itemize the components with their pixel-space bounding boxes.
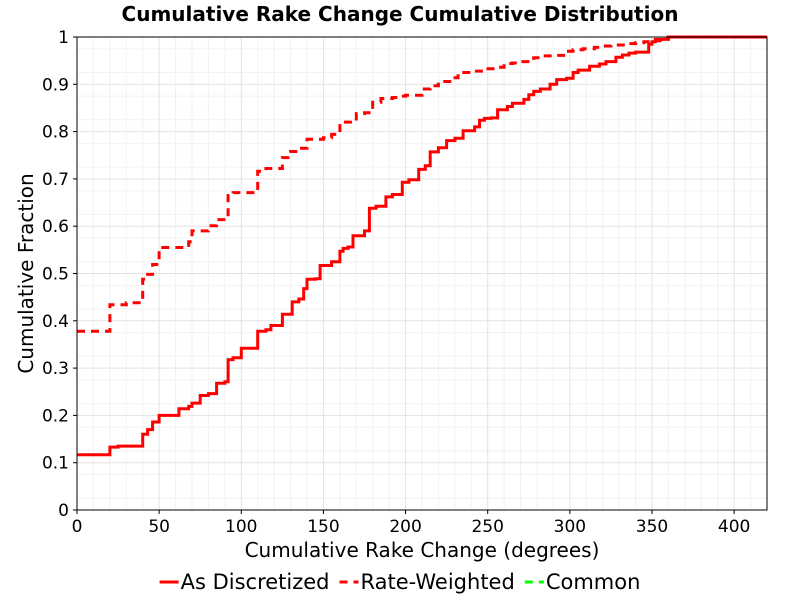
y-tick-label: 0.4 xyxy=(42,312,69,332)
series-line-rate-weighted xyxy=(77,35,767,333)
x-tick-label: 350 xyxy=(636,517,668,537)
y-tick-label: 0.8 xyxy=(42,123,69,143)
x-tick-label: 150 xyxy=(307,517,339,537)
chart-title: Cumulative Rake Change Cumulative Distri… xyxy=(122,2,679,26)
x-tick-label: 250 xyxy=(471,517,503,537)
legend-label: Common xyxy=(546,570,641,594)
legend-item: Rate-Weighted xyxy=(339,570,515,594)
y-tick-label: 0.1 xyxy=(42,454,69,474)
y-tick-label: 0.7 xyxy=(42,170,69,190)
x-tick-label: 300 xyxy=(554,517,586,537)
y-axis-label: Cumulative Fraction xyxy=(14,173,38,373)
y-tick-label: 0.2 xyxy=(42,406,69,426)
legend-item: Common xyxy=(524,570,641,594)
y-tick-label: 0.6 xyxy=(42,217,69,237)
y-tick-label: 0.9 xyxy=(42,75,69,95)
legend-item: As Discretized xyxy=(159,570,330,594)
x-axis-label: Cumulative Rake Change (degrees) xyxy=(245,538,600,562)
x-tick-label: 0 xyxy=(72,517,83,537)
legend-label: As Discretized xyxy=(181,570,330,594)
x-tick-label: 100 xyxy=(225,517,257,537)
series-group xyxy=(77,35,767,457)
gridlines xyxy=(76,36,767,511)
x-tick-label: 400 xyxy=(718,517,750,537)
y-tick-label: 0.5 xyxy=(42,265,69,285)
y-tick-label: 1 xyxy=(58,28,69,48)
y-tick-label: 0 xyxy=(58,501,69,521)
y-tick-label: 0.3 xyxy=(42,359,69,379)
legend-label: Rate-Weighted xyxy=(361,570,515,594)
axis-ticks: 0 50 100 150 200 250 300 350 400 0 0.1 0.2 0.3 0.4 0.5… xyxy=(42,28,750,537)
series-line-as-discretized xyxy=(77,35,767,457)
x-tick-label: 50 xyxy=(148,517,170,537)
legend: As Discretized Rate-Weighted Common xyxy=(159,570,641,594)
x-tick-label: 200 xyxy=(389,517,421,537)
